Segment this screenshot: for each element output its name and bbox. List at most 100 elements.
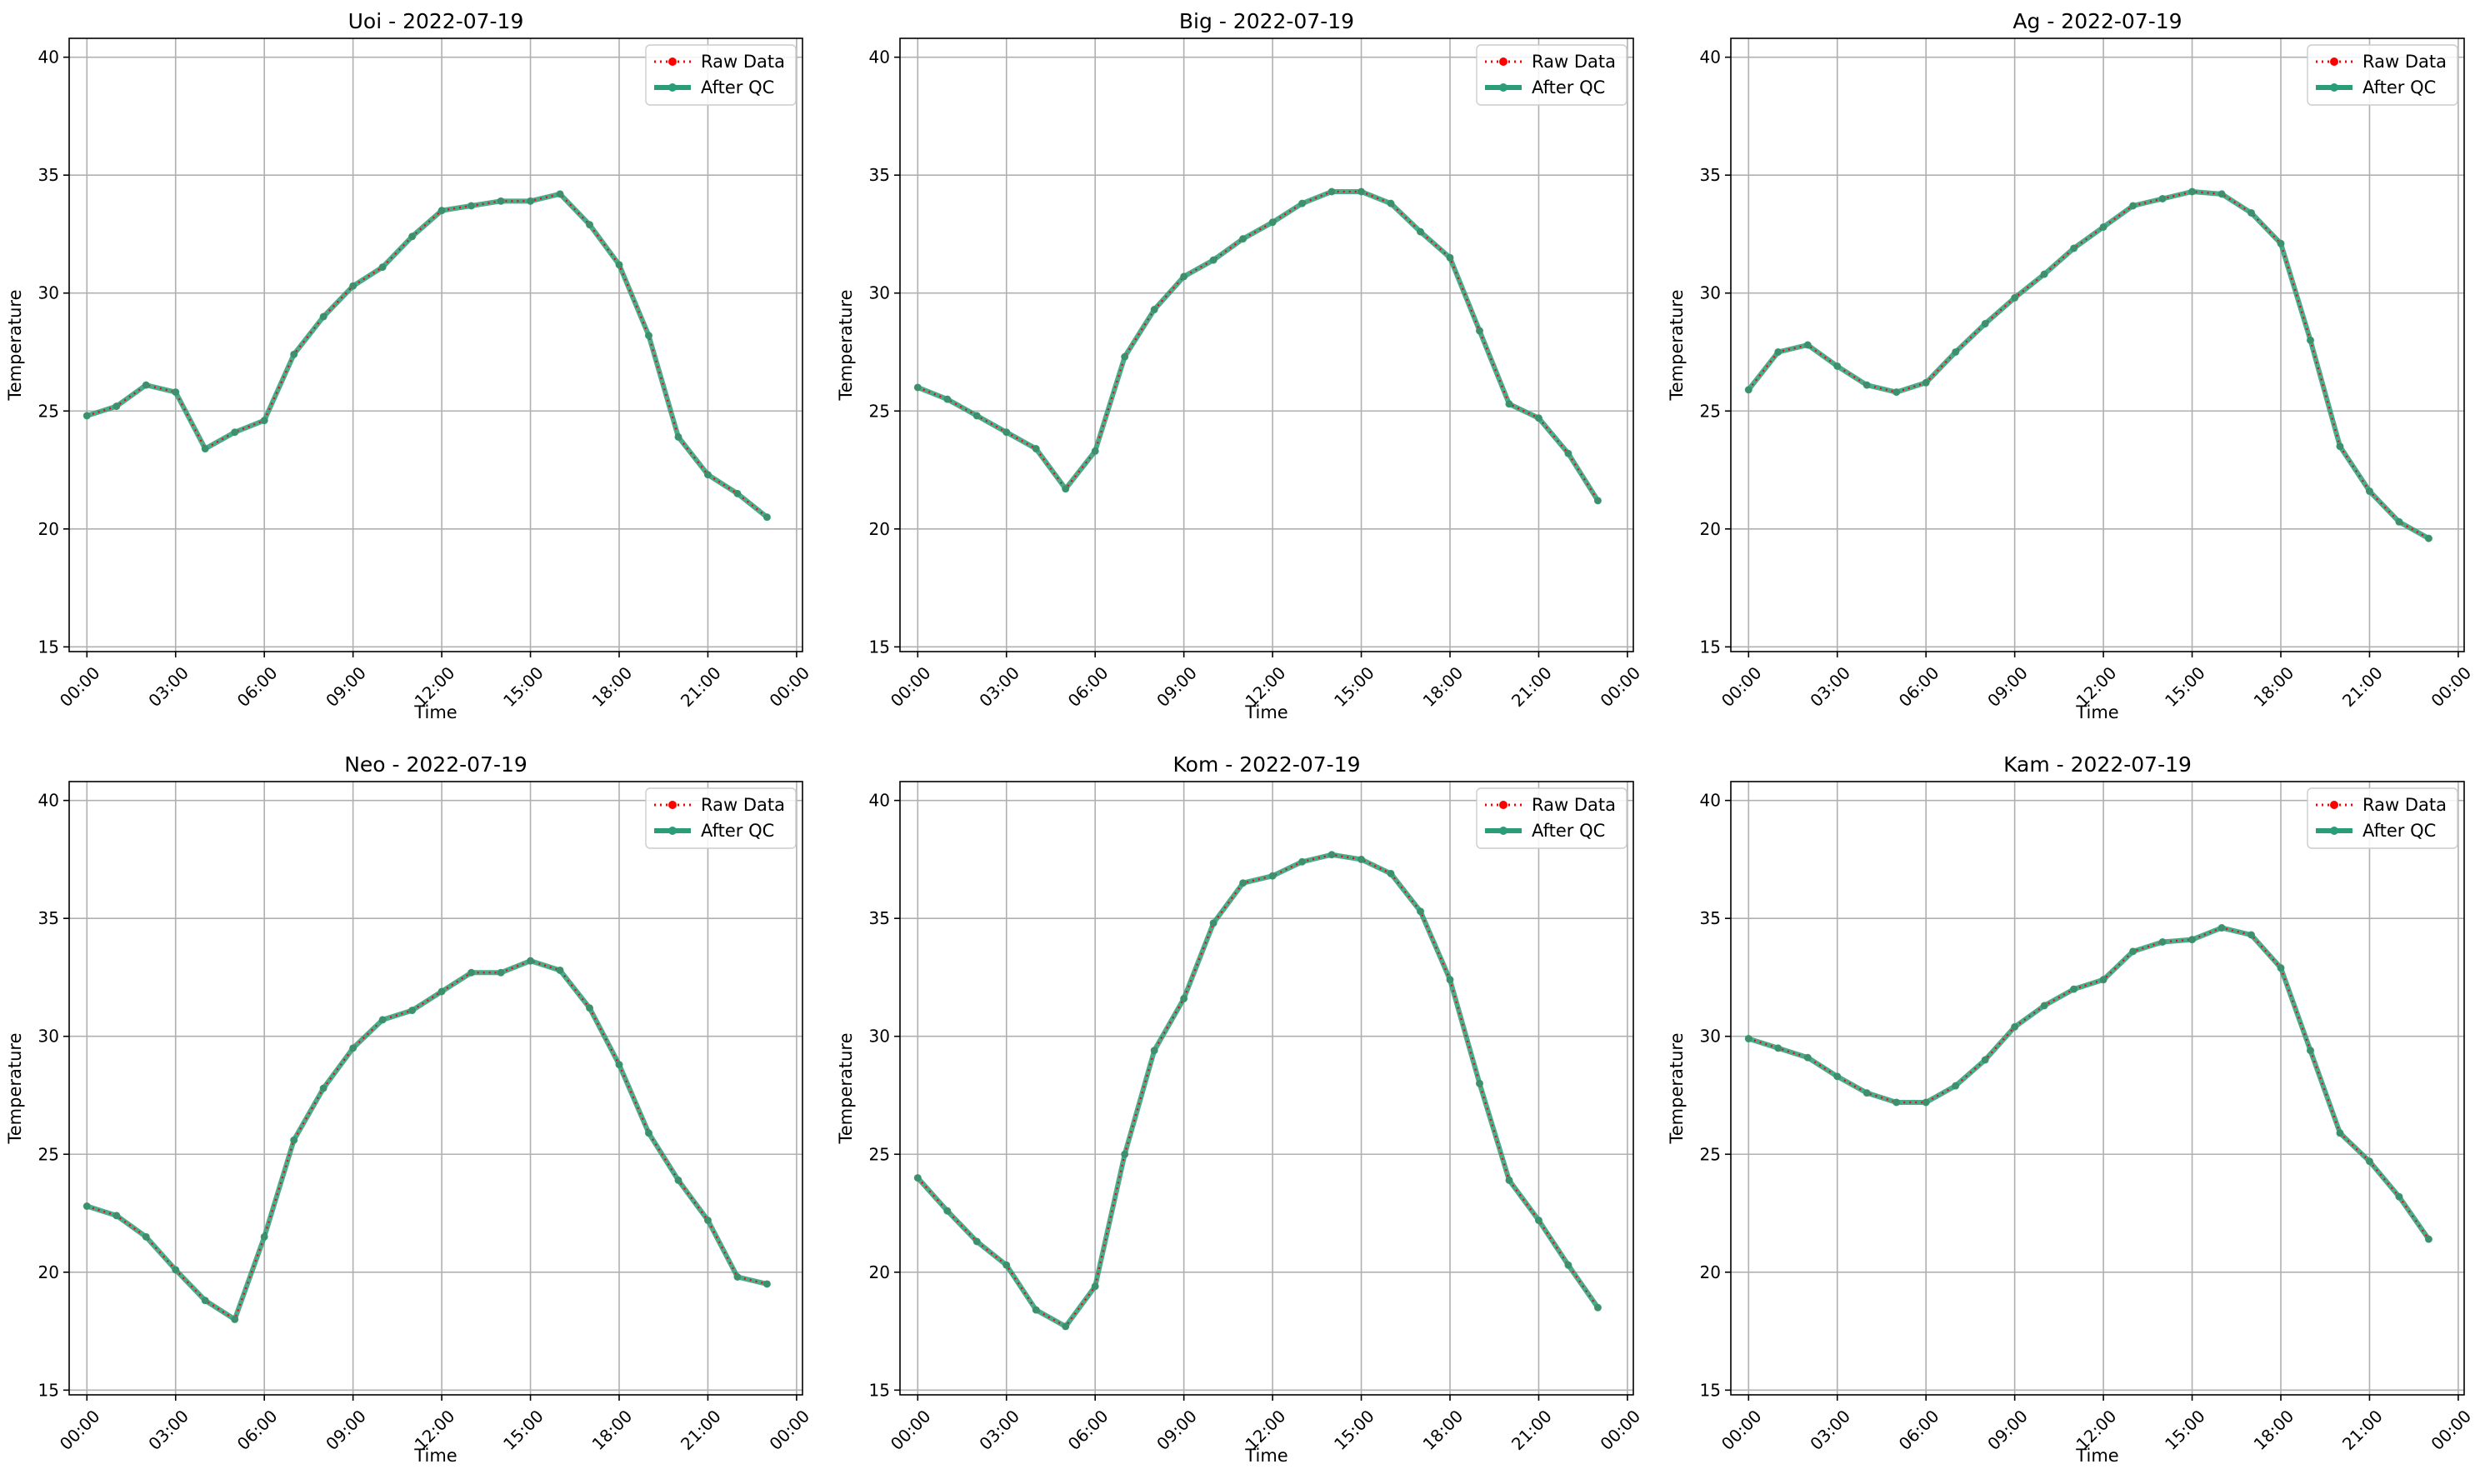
subplot-title: Kam - 2022-07-19 bbox=[2003, 752, 2192, 777]
after-qc-point bbox=[1534, 414, 1542, 422]
x-tick-label: 00:00 bbox=[765, 1406, 813, 1454]
after-qc-point bbox=[1475, 327, 1483, 335]
subplot-title: Kom - 2022-07-19 bbox=[1173, 752, 1361, 777]
legend-label-raw-data: Raw Data bbox=[2362, 795, 2447, 815]
after-qc-point bbox=[260, 1232, 268, 1241]
after-qc-point bbox=[2158, 937, 2167, 946]
x-tick-label: 00:00 bbox=[56, 1406, 104, 1454]
after-qc-point bbox=[615, 261, 623, 269]
after-qc-point bbox=[231, 428, 239, 437]
x-tick-label: 00:00 bbox=[56, 662, 104, 711]
after-qc-point bbox=[2277, 964, 2285, 972]
after-qc-point bbox=[1833, 1072, 1842, 1081]
after-qc-point bbox=[142, 381, 150, 389]
x-tick-label: 21:00 bbox=[2338, 662, 2387, 711]
after-qc-point bbox=[1922, 378, 1930, 387]
subplot-4: 00:00 03:00 06:00 09:00 12:00 15:00 18:00 21:00… bbox=[836, 752, 1644, 1466]
y-tick-label: 25 bbox=[869, 401, 890, 421]
after-qc-point bbox=[1091, 1282, 1099, 1291]
after-qc-point bbox=[1981, 1056, 1989, 1064]
x-tick-label: 15:00 bbox=[1330, 1406, 1378, 1454]
after-qc-point bbox=[674, 1176, 682, 1184]
after-qc-point bbox=[1774, 1044, 1782, 1052]
after-qc-point bbox=[82, 412, 91, 420]
legend-marker-raw-data bbox=[1499, 801, 1508, 809]
after-qc-point bbox=[1358, 187, 1366, 196]
legend: Raw Data After QC bbox=[2307, 44, 2458, 106]
after-qc-point bbox=[1062, 485, 1070, 493]
y-tick-label: 35 bbox=[1700, 908, 1721, 928]
after-qc-point bbox=[644, 332, 652, 340]
x-tick-label: 03:00 bbox=[975, 662, 1023, 711]
y-tick-label: 35 bbox=[1700, 165, 1721, 185]
y-tick-label: 15 bbox=[38, 1380, 59, 1400]
after-qc-point bbox=[2129, 202, 2138, 210]
after-qc-point bbox=[1387, 869, 1395, 877]
after-qc-point bbox=[378, 263, 387, 272]
y-tick-label: 40 bbox=[38, 791, 59, 811]
after-qc-point bbox=[1239, 879, 1248, 887]
subplot-title: Uoi - 2022-07-19 bbox=[348, 9, 524, 33]
after-qc-point bbox=[2099, 976, 2108, 984]
x-tick-label: 00:00 bbox=[2427, 1406, 2475, 1454]
after-qc-point bbox=[1387, 199, 1395, 207]
after-qc-point bbox=[527, 957, 535, 965]
series-line-after-qc bbox=[1748, 925, 2431, 1241]
y-tick-label: 20 bbox=[869, 1262, 890, 1282]
after-qc-point bbox=[497, 197, 505, 205]
after-qc-point bbox=[2218, 924, 2226, 932]
y-axis-label: Temperature bbox=[836, 1032, 856, 1144]
legend-label-after-qc: After QC bbox=[701, 77, 774, 97]
x-tick-label: 09:00 bbox=[1983, 1406, 2032, 1454]
legend: Raw Data After QC bbox=[1476, 44, 1628, 106]
after-qc-point bbox=[733, 1272, 742, 1281]
legend-label-after-qc: After QC bbox=[1532, 77, 1605, 97]
legend-marker-after-qc bbox=[2330, 83, 2338, 92]
x-tick-label: 06:00 bbox=[1895, 1406, 1943, 1454]
x-axis-label: Time bbox=[2075, 702, 2118, 722]
after-qc-point bbox=[142, 1232, 150, 1241]
after-qc-point bbox=[468, 968, 476, 977]
x-tick-label: 00:00 bbox=[1596, 1406, 1644, 1454]
after-qc-point bbox=[1150, 306, 1158, 314]
after-qc-point bbox=[527, 197, 535, 205]
axes-frame bbox=[68, 781, 803, 1396]
x-tick-label: 09:00 bbox=[322, 1406, 370, 1454]
y-tick-label: 15 bbox=[1700, 637, 1721, 657]
after-qc-point bbox=[1268, 218, 1277, 227]
after-qc-point bbox=[1803, 1053, 1812, 1062]
after-qc-point bbox=[290, 350, 298, 358]
after-qc-point bbox=[1744, 1035, 1752, 1043]
after-qc-point bbox=[1922, 1098, 1930, 1107]
x-tick-label: 18:00 bbox=[588, 662, 637, 711]
after-qc-point bbox=[2306, 336, 2314, 344]
after-qc-point bbox=[2040, 270, 2048, 278]
y-tick-label: 40 bbox=[869, 47, 890, 67]
y-tick-label: 20 bbox=[1700, 1262, 1721, 1282]
legend-marker-raw-data bbox=[2330, 57, 2338, 66]
after-qc-point bbox=[762, 1280, 771, 1288]
x-axis-label: Time bbox=[413, 1446, 457, 1466]
legend-marker-after-qc bbox=[1499, 827, 1508, 835]
y-tick-label: 25 bbox=[1700, 1144, 1721, 1164]
after-qc-point bbox=[1505, 400, 1513, 408]
after-qc-point bbox=[1180, 994, 1188, 1002]
legend: Raw Data After QC bbox=[645, 787, 797, 849]
legend-marker-after-qc bbox=[1499, 83, 1508, 92]
after-qc-point bbox=[1298, 199, 1307, 207]
after-qc-point bbox=[319, 312, 328, 321]
x-tick-label: 18:00 bbox=[1419, 1406, 1468, 1454]
x-tick-label: 06:00 bbox=[1895, 662, 1943, 711]
axes-frame bbox=[899, 37, 1634, 652]
after-qc-point bbox=[1358, 855, 1366, 863]
legend-label-raw-data: Raw Data bbox=[2362, 52, 2447, 72]
after-qc-point bbox=[1328, 851, 1336, 859]
after-qc-point bbox=[1239, 235, 1248, 243]
legend-marker-raw-data bbox=[668, 57, 677, 66]
x-tick-label: 09:00 bbox=[1152, 1406, 1201, 1454]
x-tick-label: 06:00 bbox=[233, 1406, 282, 1454]
legend-label-after-qc: After QC bbox=[1532, 821, 1605, 841]
series-line-raw-data bbox=[1748, 927, 2430, 1240]
x-tick-label: 18:00 bbox=[2250, 1406, 2298, 1454]
